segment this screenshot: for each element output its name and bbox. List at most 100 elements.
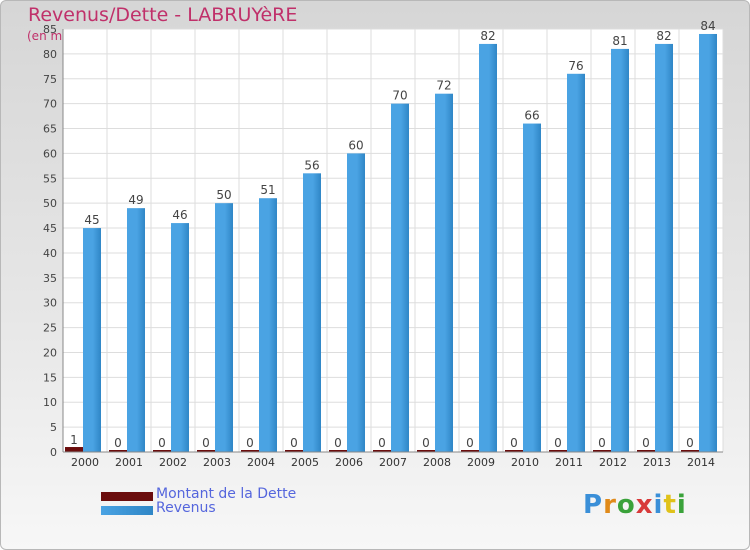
bar-debt — [593, 450, 611, 452]
data-label-debt: 0 — [422, 436, 430, 450]
brand-logo: Proxiti — [583, 490, 687, 520]
brand-letter: i — [653, 490, 664, 520]
bar-revenue — [523, 123, 541, 452]
bar-revenue — [567, 73, 585, 452]
x-tick-label: 2008 — [423, 456, 451, 469]
data-label-revenue: 72 — [436, 79, 451, 93]
data-label-debt: 0 — [158, 436, 166, 450]
data-label-revenue: 60 — [348, 138, 363, 152]
bar-revenue — [655, 43, 673, 452]
y-tick-label: 10 — [43, 396, 57, 409]
chart-title: Revenus/Dette - LABRUYèRE — [28, 4, 298, 26]
bar-debt — [637, 450, 655, 452]
y-tick-label: 25 — [43, 322, 57, 335]
data-label-revenue: 51 — [260, 183, 275, 197]
bar-revenue — [215, 203, 233, 452]
brand-letter: r — [603, 490, 617, 520]
y-tick-label: 80 — [43, 48, 57, 61]
x-tick-label: 2012 — [599, 456, 627, 469]
x-tick-label: 2004 — [247, 456, 275, 469]
bar-revenue — [391, 103, 409, 452]
y-tick-label: 20 — [43, 346, 57, 359]
data-label-revenue: 66 — [524, 109, 539, 123]
x-tick-label: 2013 — [643, 456, 671, 469]
data-label-debt: 0 — [378, 436, 386, 450]
brand-letter: i — [676, 490, 687, 520]
bar-debt — [549, 450, 567, 452]
legend-swatch-revenue — [101, 506, 153, 515]
data-label-debt: 0 — [466, 436, 474, 450]
y-tick-label: 0 — [50, 446, 57, 459]
brand-letter: o — [616, 490, 636, 520]
x-tick-label: 2000 — [71, 456, 99, 469]
x-tick-label: 2007 — [379, 456, 407, 469]
brand-letter: P — [583, 490, 604, 520]
brand-letter: t — [663, 490, 677, 520]
data-label-debt: 0 — [290, 436, 298, 450]
data-label-debt: 0 — [686, 436, 694, 450]
y-tick-label: 15 — [43, 371, 57, 384]
bar-debt — [373, 450, 391, 452]
data-label-debt: 0 — [246, 436, 254, 450]
brand-letter: x — [635, 490, 654, 520]
data-label-debt: 0 — [642, 436, 650, 450]
y-tick-label: 40 — [43, 247, 57, 260]
data-label-revenue: 82 — [480, 29, 495, 43]
data-label-debt: 0 — [202, 436, 210, 450]
x-tick-label: 2002 — [159, 456, 187, 469]
x-tick-label: 2003 — [203, 456, 231, 469]
bar-revenue — [259, 198, 277, 452]
y-tick-label: 65 — [43, 123, 57, 136]
bar-revenue — [435, 93, 453, 452]
data-label-debt: 0 — [598, 436, 606, 450]
x-tick-label: 2011 — [555, 456, 583, 469]
bar-revenue — [303, 173, 321, 453]
bar-debt — [681, 450, 699, 452]
legend-swatch-debt — [101, 492, 153, 501]
bar-debt — [285, 450, 303, 452]
x-tick-label: 2005 — [291, 456, 319, 469]
x-tick-label: 2006 — [335, 456, 363, 469]
y-tick-label: 5 — [50, 421, 57, 434]
y-tick-label: 60 — [43, 147, 57, 160]
bar-revenue — [347, 153, 365, 453]
bar-revenue — [83, 228, 101, 452]
bar-debt — [65, 447, 83, 452]
data-label-revenue: 46 — [172, 208, 187, 222]
bar-revenue — [171, 223, 189, 452]
bar-debt — [417, 450, 435, 452]
x-tick-label: 2014 — [687, 456, 715, 469]
bar-revenue — [611, 48, 629, 452]
data-label-debt: 1 — [70, 433, 78, 447]
x-tick-label: 2009 — [467, 456, 495, 469]
bar-revenue — [699, 33, 717, 452]
data-label-revenue: 56 — [304, 158, 319, 172]
y-tick-label: 30 — [43, 297, 57, 310]
y-tick-label: 35 — [43, 272, 57, 285]
bar-debt — [153, 450, 171, 452]
bar-debt — [329, 450, 347, 452]
y-tick-label: 55 — [43, 172, 57, 185]
data-label-revenue: 49 — [128, 193, 143, 207]
legend-label-revenue: Revenus — [156, 500, 216, 516]
data-label-debt: 0 — [554, 436, 562, 450]
data-label-debt: 0 — [114, 436, 122, 450]
data-label-revenue: 70 — [392, 89, 407, 103]
bar-debt — [197, 450, 215, 452]
bar-debt — [109, 450, 127, 452]
y-tick-label: 75 — [43, 73, 57, 86]
x-tick-label: 2010 — [511, 456, 539, 469]
y-tick-label: 50 — [43, 197, 57, 210]
bar-debt — [505, 450, 523, 452]
y-tick-label: 70 — [43, 98, 57, 111]
data-label-revenue: 45 — [84, 213, 99, 227]
data-label-revenue: 50 — [216, 188, 231, 202]
bar-debt — [241, 450, 259, 452]
x-tick-label: 2001 — [115, 456, 143, 469]
data-label-debt: 0 — [510, 436, 518, 450]
data-label-debt: 0 — [334, 436, 342, 450]
bar-revenue — [479, 43, 497, 452]
bar-revenue — [127, 208, 145, 452]
